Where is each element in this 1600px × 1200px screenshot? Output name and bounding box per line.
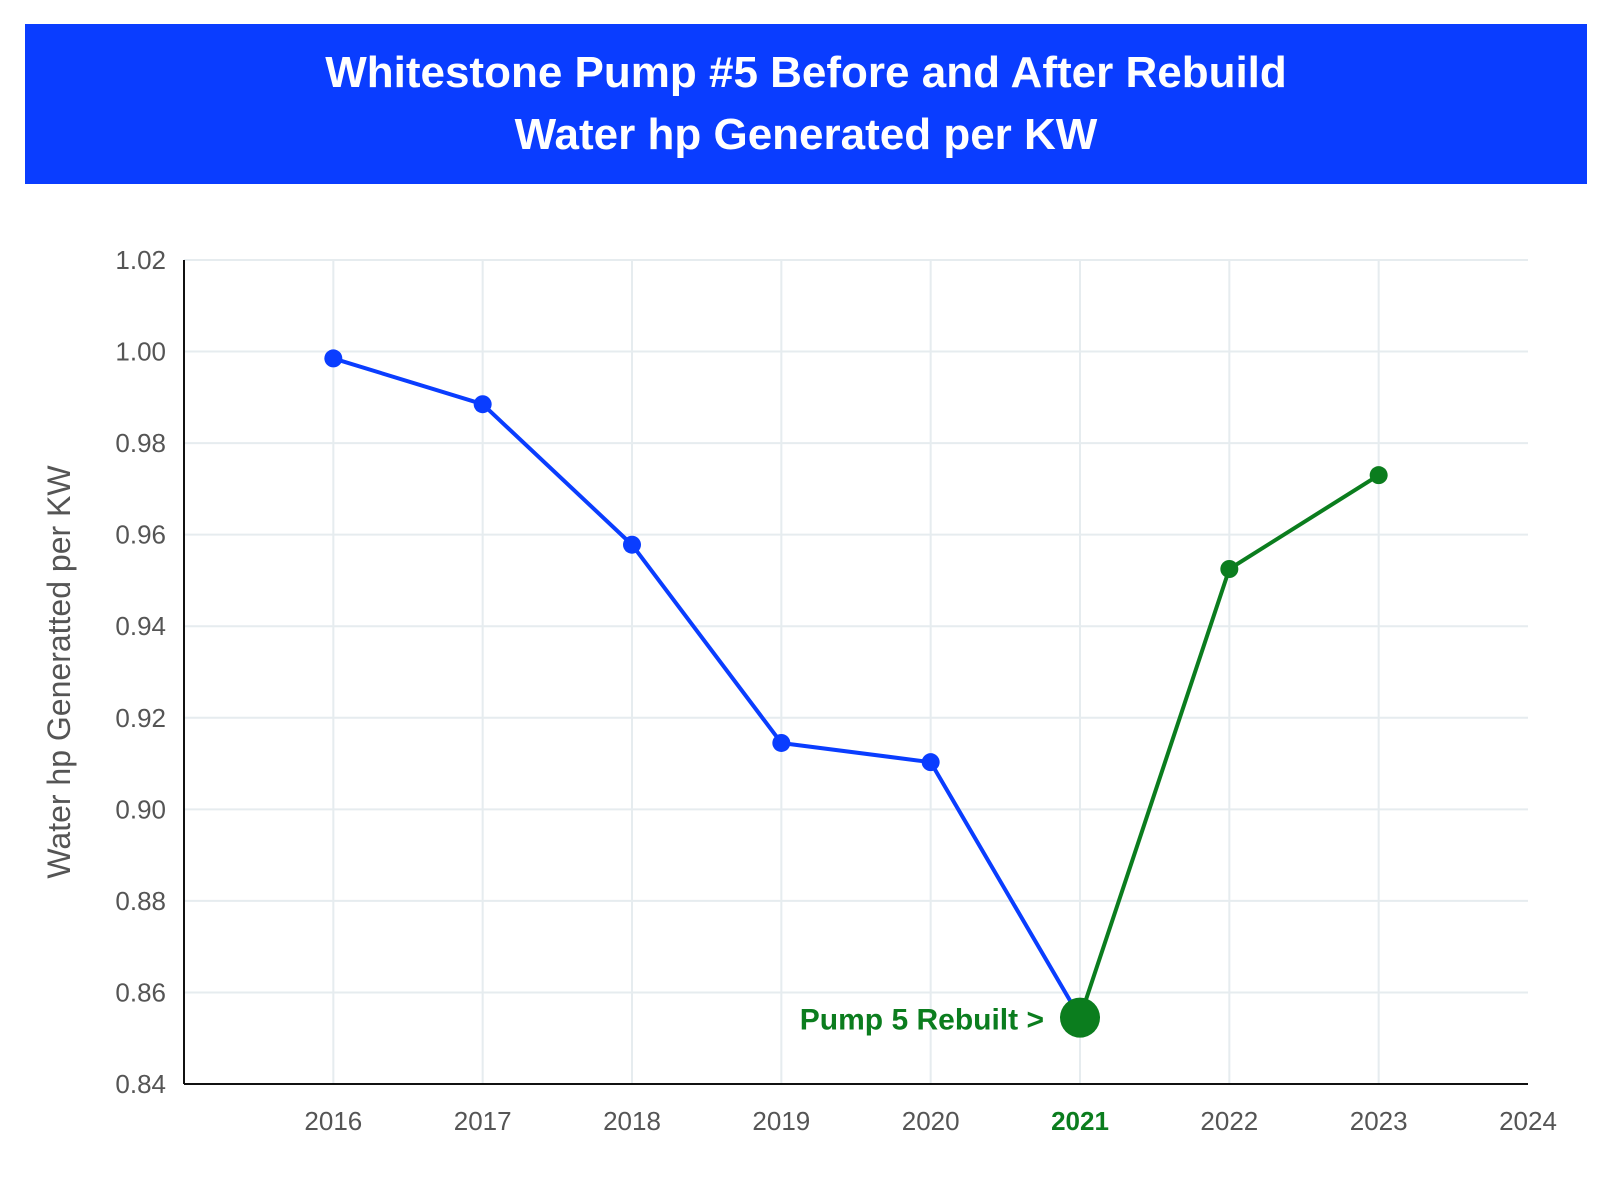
x-tick-label: 2023 — [1350, 1106, 1408, 1136]
data-point-after — [1369, 466, 1388, 485]
y-tick-label: 0.94 — [115, 611, 166, 641]
chart-subtitle: Water hp Generated per KW — [514, 110, 1098, 159]
x-tick-label: 2024 — [1499, 1106, 1557, 1136]
x-tick-label: 2020 — [902, 1106, 960, 1136]
y-tick-label: 1.02 — [115, 245, 166, 275]
y-tick-label: 0.92 — [115, 703, 166, 733]
chart-title-banner: Whitestone Pump #5 Before and After Rebu… — [25, 24, 1587, 184]
data-lines — [331, 356, 1381, 1020]
x-tick-label: 2018 — [603, 1106, 661, 1136]
y-tick-label: 0.98 — [115, 428, 166, 458]
axes — [183, 260, 1528, 1085]
grid-lines — [184, 259, 1528, 1084]
x-tick-label: 2017 — [454, 1106, 512, 1136]
x-tick-label-highlighted: 2021 — [1051, 1106, 1109, 1136]
rebuild-annotation: Pump 5 Rebuilt > — [800, 1004, 1044, 1037]
data-point-before — [921, 753, 940, 772]
y-tick-label: 0.84 — [115, 1069, 166, 1099]
data-point-after — [1220, 560, 1239, 578]
x-tick-label: 2019 — [752, 1106, 810, 1136]
tick-labels: 0.84 0.86 0.88 0.90 0.92 0.94 0.96 0.98 1.00 1.02… — [115, 245, 1557, 1136]
y-tick-label: 0.86 — [115, 977, 166, 1007]
data-points — [324, 349, 1388, 1038]
data-point-before — [623, 535, 641, 554]
y-tick-label: 0.88 — [115, 886, 166, 916]
x-tick-label: 2022 — [1200, 1106, 1258, 1136]
x-tick-label: 2016 — [304, 1106, 362, 1136]
data-point-before — [772, 733, 791, 752]
data-point-before — [324, 349, 343, 368]
y-axis-title: Water hp Generatted per KW — [41, 465, 77, 879]
data-point-before — [473, 395, 492, 414]
y-tick-label: 1.00 — [115, 337, 166, 367]
chart-title: Whitestone Pump #5 Before and After Rebu… — [325, 48, 1287, 97]
annotations: Pump 5 Rebuilt > — [800, 1004, 1044, 1037]
rebuild-marker — [1060, 997, 1100, 1038]
y-tick-label: 0.90 — [115, 794, 166, 824]
series-line-before — [331, 356, 1082, 1020]
y-tick-label: 0.96 — [115, 520, 166, 550]
